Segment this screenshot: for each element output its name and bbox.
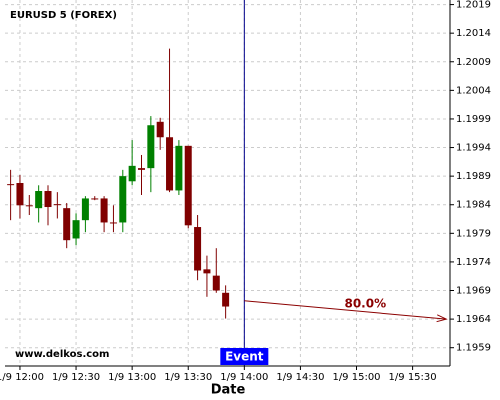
x-tick-label: 1/9 14:30 bbox=[276, 372, 324, 383]
candle-body bbox=[91, 198, 99, 200]
candle-body bbox=[147, 125, 155, 169]
y-tick-label: 1.1964 bbox=[456, 314, 491, 325]
candle-body bbox=[25, 205, 33, 207]
watermark: www.delkos.com bbox=[15, 349, 109, 360]
x-axis-title: Date bbox=[211, 383, 246, 398]
x-tick-label: 1/9 15:30 bbox=[389, 372, 437, 383]
x-tick-label: 1/9 13:00 bbox=[108, 372, 156, 383]
candle-body bbox=[175, 145, 183, 191]
y-tick-label: 1.1994 bbox=[456, 143, 491, 154]
x-tick-label: 1/9 12:30 bbox=[52, 372, 100, 383]
x-tick-label: 1/9 15:00 bbox=[332, 372, 380, 383]
event-label: Event bbox=[225, 350, 264, 364]
candle-body bbox=[16, 183, 24, 206]
chart-title: EURUSD 5 (FOREX) bbox=[10, 10, 117, 21]
candle-body bbox=[156, 121, 164, 138]
forecast-arrow bbox=[244, 300, 447, 320]
candle-body bbox=[128, 165, 136, 182]
candle-body bbox=[184, 145, 192, 226]
x-tick-label: 1/9 12:00 bbox=[0, 372, 44, 383]
y-tick-label: 1.1974 bbox=[456, 257, 491, 268]
x-tick-label: 1/9 14:00 bbox=[220, 372, 268, 383]
y-tick-label: 1.1999 bbox=[456, 114, 491, 125]
candle-body bbox=[53, 204, 61, 206]
candle-body bbox=[81, 198, 89, 221]
candle-body bbox=[72, 220, 80, 239]
candle-body bbox=[63, 208, 71, 241]
x-tick-label: 1/9 13:30 bbox=[164, 372, 212, 383]
candle-body bbox=[44, 191, 52, 208]
candle-body bbox=[203, 269, 211, 274]
candle-body bbox=[212, 275, 220, 291]
marks: Event 80.0% bbox=[7, 0, 448, 366]
y-tick-label: 1.1984 bbox=[456, 200, 491, 211]
candle-body bbox=[7, 184, 15, 186]
y-tick-label: 1.2019 bbox=[456, 0, 491, 11]
candle-body bbox=[109, 222, 117, 224]
y-tick-label: 1.2004 bbox=[456, 85, 491, 96]
y-tick-label: 1.1989 bbox=[456, 171, 491, 182]
candle-body bbox=[222, 292, 230, 307]
y-tick-label: 1.2014 bbox=[456, 28, 491, 39]
forecast-label: 80.0% bbox=[344, 296, 386, 310]
y-tick-label: 1.2009 bbox=[456, 57, 491, 68]
candle-body bbox=[137, 168, 145, 170]
candle-body bbox=[194, 227, 202, 271]
y-tick-label: 1.1969 bbox=[456, 286, 491, 297]
y-tick-label: 1.1959 bbox=[456, 343, 491, 354]
event-label-box bbox=[220, 348, 269, 365]
candle-body bbox=[100, 198, 108, 223]
candle-body bbox=[119, 176, 127, 223]
candle-body bbox=[35, 191, 43, 209]
forecast-arrowhead bbox=[436, 314, 448, 323]
candle-body bbox=[166, 137, 174, 191]
y-tick-label: 1.1979 bbox=[456, 228, 491, 239]
